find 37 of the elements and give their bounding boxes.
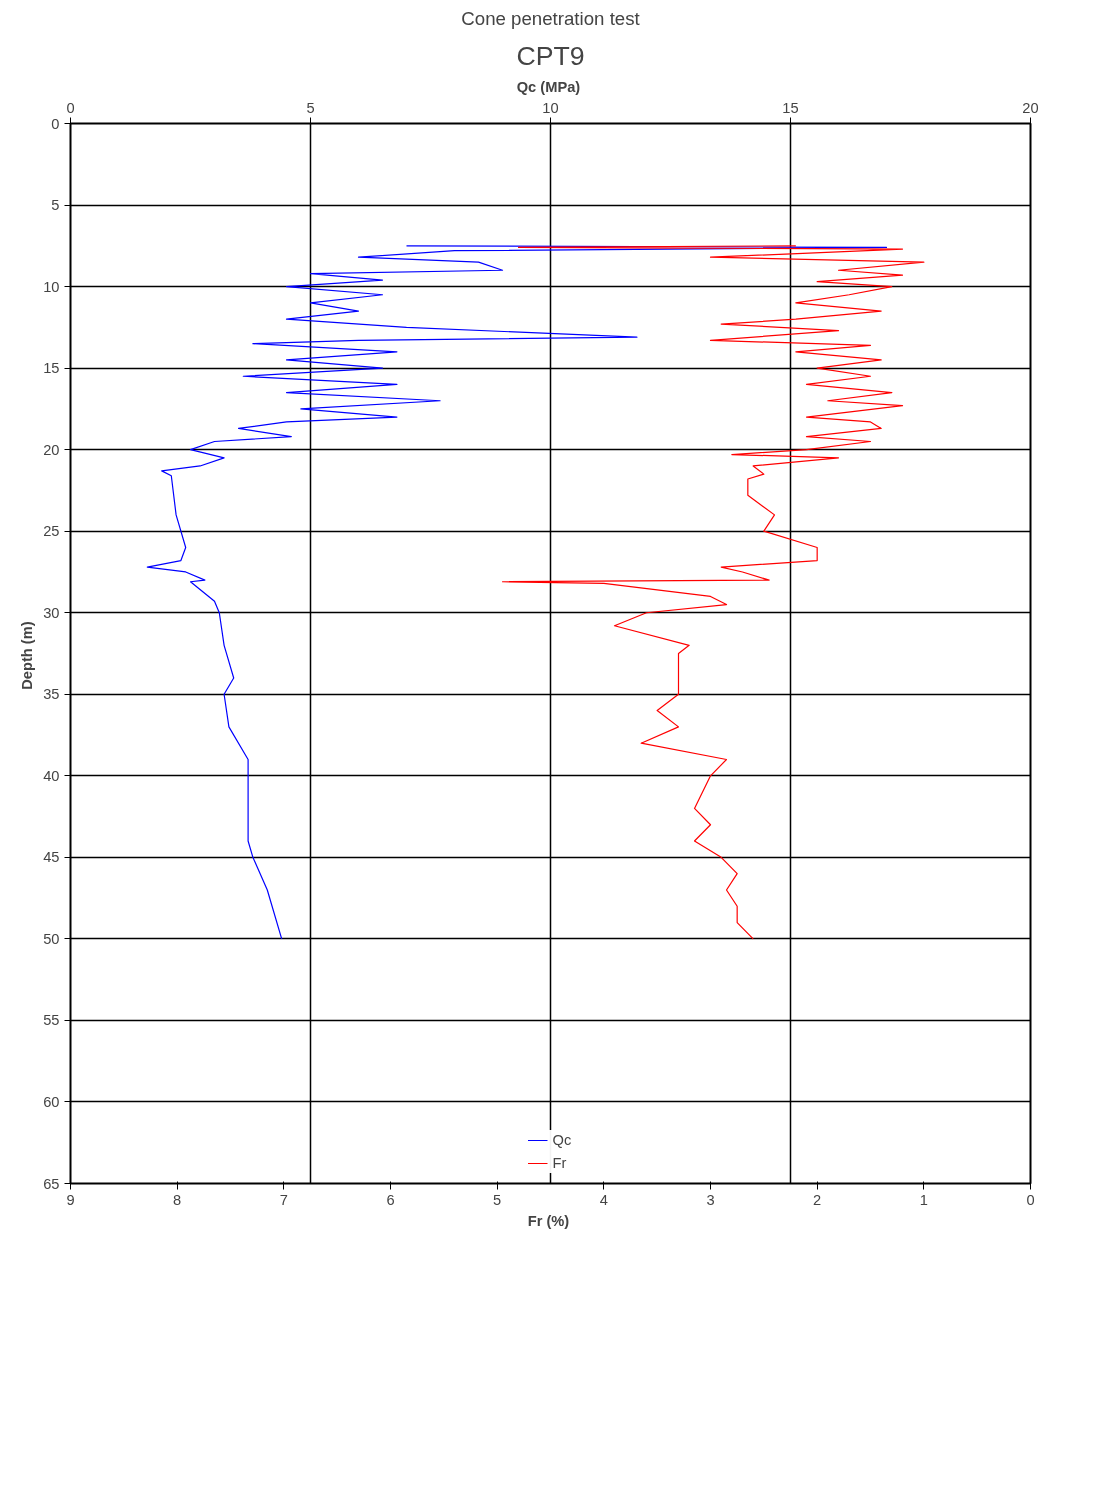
x-tick-label: 1 <box>919 1191 928 1208</box>
chart-title: Cone penetration test <box>461 7 641 29</box>
y-tick-label: 60 <box>43 1093 60 1110</box>
x-tick-label: 9 <box>66 1191 75 1208</box>
x-tick-label: 6 <box>386 1191 395 1208</box>
y-tick-label: 20 <box>43 441 60 458</box>
x-tick-label: 4 <box>599 1191 608 1208</box>
x2-tick-label: 15 <box>782 99 799 116</box>
y-tick-label: 50 <box>43 930 60 947</box>
y-tick-label: 5 <box>51 197 60 214</box>
x-tick-label: 3 <box>706 1191 715 1208</box>
y-tick-label: 15 <box>43 360 60 377</box>
y-tick-label: 30 <box>43 604 60 621</box>
x2-tick-label: 10 <box>542 99 559 116</box>
x2-tick-label: 20 <box>1022 99 1039 116</box>
y-tick-label: 40 <box>43 767 60 784</box>
y-tick-label: 35 <box>43 686 60 703</box>
x-tick-label: 8 <box>173 1191 182 1208</box>
y-tick-label: 0 <box>51 115 60 132</box>
x-tick-label: 2 <box>813 1191 822 1208</box>
x2-axis-title: Qc (MPa) <box>516 78 581 95</box>
x-axis-title: Fr (%) <box>527 1212 570 1229</box>
y-tick-label: 25 <box>43 523 60 540</box>
x-tick-label: 7 <box>279 1191 288 1208</box>
x-tick-label: 0 <box>1026 1191 1035 1208</box>
x2-tick-label: 0 <box>66 99 75 116</box>
y-tick-label: 55 <box>43 1012 60 1029</box>
line-series <box>501 245 925 940</box>
chart-subtitle: CPT9 <box>516 40 585 71</box>
y-tick-label: 10 <box>43 278 60 295</box>
y-axis-title: Depth (m) <box>19 621 36 690</box>
legend-label: Qc <box>552 1132 573 1148</box>
y-tick-label: 45 <box>43 849 60 866</box>
legend-label: Fr <box>552 1155 568 1171</box>
x-tick-label: 5 <box>493 1191 502 1208</box>
y-tick-label: 65 <box>43 1175 60 1192</box>
x2-tick-label: 5 <box>306 99 315 116</box>
